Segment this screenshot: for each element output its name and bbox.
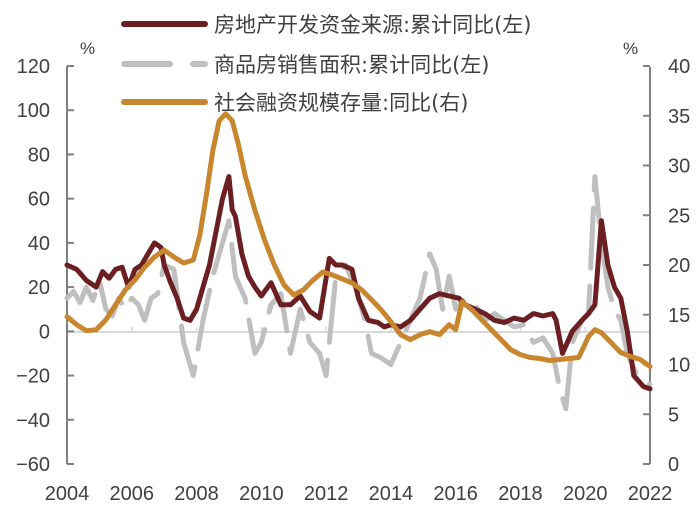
right-tick-label: 20 [668,255,690,277]
right-tick-label: 25 [668,205,690,227]
legend-label: 社会融资规模存量:同比(右) [214,91,468,115]
left-tick-label: 120 [17,56,50,78]
x-axis-labels: 2004 2006 2008 2010 2012 2014 2016 2018 2020 2022 [45,483,673,505]
right-axis-unit: % [623,39,638,58]
x-tick-label: 2004 [45,483,90,505]
right-tick-label: 30 [668,156,690,178]
left-tick-label: −20 [16,366,50,388]
right-tick-label: 40 [668,56,690,78]
x-tick-label: 2022 [628,483,673,505]
left-tick-label: 0 [39,321,50,343]
left-tick-label: 60 [28,189,50,211]
legend-label: 商品房销售面积:累计同比(左) [214,53,489,77]
right-tick-label: 5 [668,404,679,426]
x-tick-label: 2016 [433,483,478,505]
x-tick-label: 2012 [304,483,349,505]
right-axis: 40 35 30 25 20 15 10 5 0 [643,56,690,476]
x-tick-label: 2008 [174,483,219,505]
left-axis-unit: % [80,39,95,58]
series-real-estate-funding [64,174,653,392]
left-tick-label: 40 [28,233,50,255]
right-tick-label: 15 [668,305,690,327]
legend: 房地产开发资金来源:累计同比(左) 商品房销售面积:累计同比(左) 社会融资规模… [121,13,531,115]
left-tick-label: −40 [16,410,50,432]
legend-item-social-financing: 社会融资规模存量:同比(右) [121,91,468,115]
left-axis: 120 100 80 60 40 20 0 −20 −40 −60 [16,56,74,476]
legend-label: 房地产开发资金来源:累计同比(左) [214,13,531,37]
left-tick-label: 100 [17,100,50,122]
legend-item-housing-sales-area: 商品房销售面积:累计同比(左) [121,53,489,77]
right-tick-label: 10 [668,355,690,377]
left-tick-label: −60 [16,454,50,476]
series-social-financing [64,111,653,369]
plot-area [64,111,653,412]
left-tick-label: 80 [28,144,50,166]
x-tick-label: 2020 [563,483,608,505]
right-tick-label: 0 [668,454,679,476]
x-tick-label: 2006 [110,483,155,505]
legend-item-real-estate-funding: 房地产开发资金来源:累计同比(左) [121,13,531,37]
left-tick-label: 20 [28,277,50,299]
right-axis-ticks: 40 35 30 25 20 15 10 5 0 [643,56,690,476]
x-tick-label: 2014 [369,483,414,505]
left-axis-ticks: 120 100 80 60 40 20 0 −20 −40 −60 [16,56,74,476]
x-tick-label: 2018 [498,483,543,505]
x-tick-label: 2010 [239,483,284,505]
right-tick-label: 35 [668,106,690,128]
